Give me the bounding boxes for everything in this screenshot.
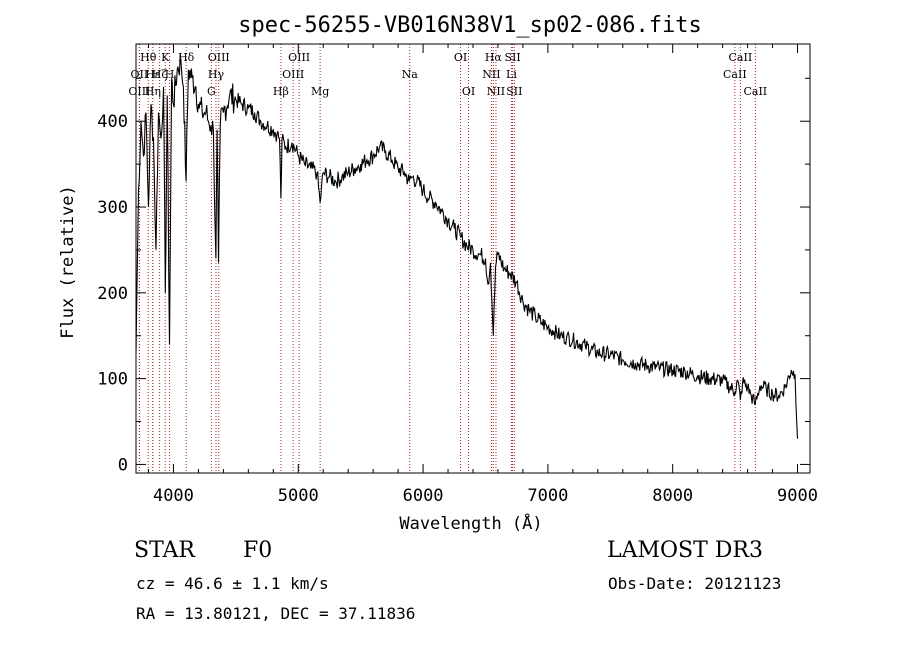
x-tick-label: 7000	[527, 486, 568, 506]
y-tick-label: 0	[118, 455, 128, 475]
line-markers	[138, 44, 756, 473]
chart-title: spec-56255-VB016N38V1_sp02-086.fits	[238, 13, 702, 38]
y-axis-title: Flux (relative)	[58, 185, 78, 339]
x-tick-label: 9000	[777, 486, 818, 506]
line-marker-label: Mg	[311, 85, 329, 98]
x-tick-label: 6000	[403, 486, 444, 506]
line-marker-label: NII	[482, 68, 500, 81]
line-marker-label: Hε	[145, 68, 161, 81]
spectrum-series	[135, 54, 799, 439]
line-marker-label: SII	[504, 51, 520, 64]
y-axis-ticks: 0 100 200 300 400	[97, 77, 810, 475]
line-marker-label: OIII	[282, 68, 304, 81]
line-marker-label: OIII	[288, 51, 310, 64]
line-marker-label: OII	[131, 68, 149, 81]
y-tick-label: 100	[97, 370, 128, 390]
line-marker-label: Hβ	[273, 85, 289, 98]
line-marker-label: Li	[506, 68, 517, 81]
line-marker-label: G	[207, 85, 216, 98]
object-class: STAR	[134, 538, 195, 563]
line-marker-label: CaII	[743, 85, 767, 98]
y-tick-label: 300	[97, 198, 128, 218]
line-marker-label: Hζ	[152, 68, 168, 81]
line-marker-label: K	[161, 51, 170, 64]
plot-frame	[135, 43, 811, 474]
line-marker-label: Na	[402, 68, 419, 81]
x-tick-label: 5000	[278, 486, 319, 506]
x-axis-ticks: 4000 5000 6000 7000 8000 9000	[147, 44, 818, 506]
line-marker-label: NII	[487, 85, 505, 98]
y-tick-label: 200	[97, 284, 128, 304]
line-marker-label: Hδ	[178, 51, 195, 64]
object-subclass: F0	[243, 538, 273, 563]
line-marker-label: Hη	[145, 85, 161, 98]
observation-date: Obs-Date: 20121123	[608, 574, 782, 593]
sky-coordinates: RA = 13.80121, DEC = 37.11836	[136, 604, 416, 623]
line-marker-label: SII	[506, 85, 522, 98]
line-marker-label: H	[165, 68, 175, 81]
line-marker-label: OI	[462, 85, 475, 98]
line-marker-label: OIII	[208, 51, 230, 64]
line-marker-label: Hθ	[140, 51, 157, 64]
line-marker-label: CaII	[729, 51, 753, 64]
survey-release: LAMOST DR3	[607, 538, 763, 563]
redshift-velocity: cz = 46.6 ± 1.1 km/s	[136, 574, 329, 593]
x-axis-title: Wavelength (Å)	[399, 512, 542, 534]
line-marker-label: Hα	[485, 51, 503, 64]
line-marker-label: OIII	[128, 85, 150, 98]
line-marker-label: OI	[454, 51, 467, 64]
x-tick-label: 4000	[153, 486, 194, 506]
line-marker-label: Hγ	[208, 68, 225, 81]
x-tick-label: 8000	[652, 486, 693, 506]
spectrum-line	[135, 54, 799, 439]
y-tick-label: 400	[97, 112, 128, 132]
line-marker-label: CaII	[723, 68, 747, 81]
